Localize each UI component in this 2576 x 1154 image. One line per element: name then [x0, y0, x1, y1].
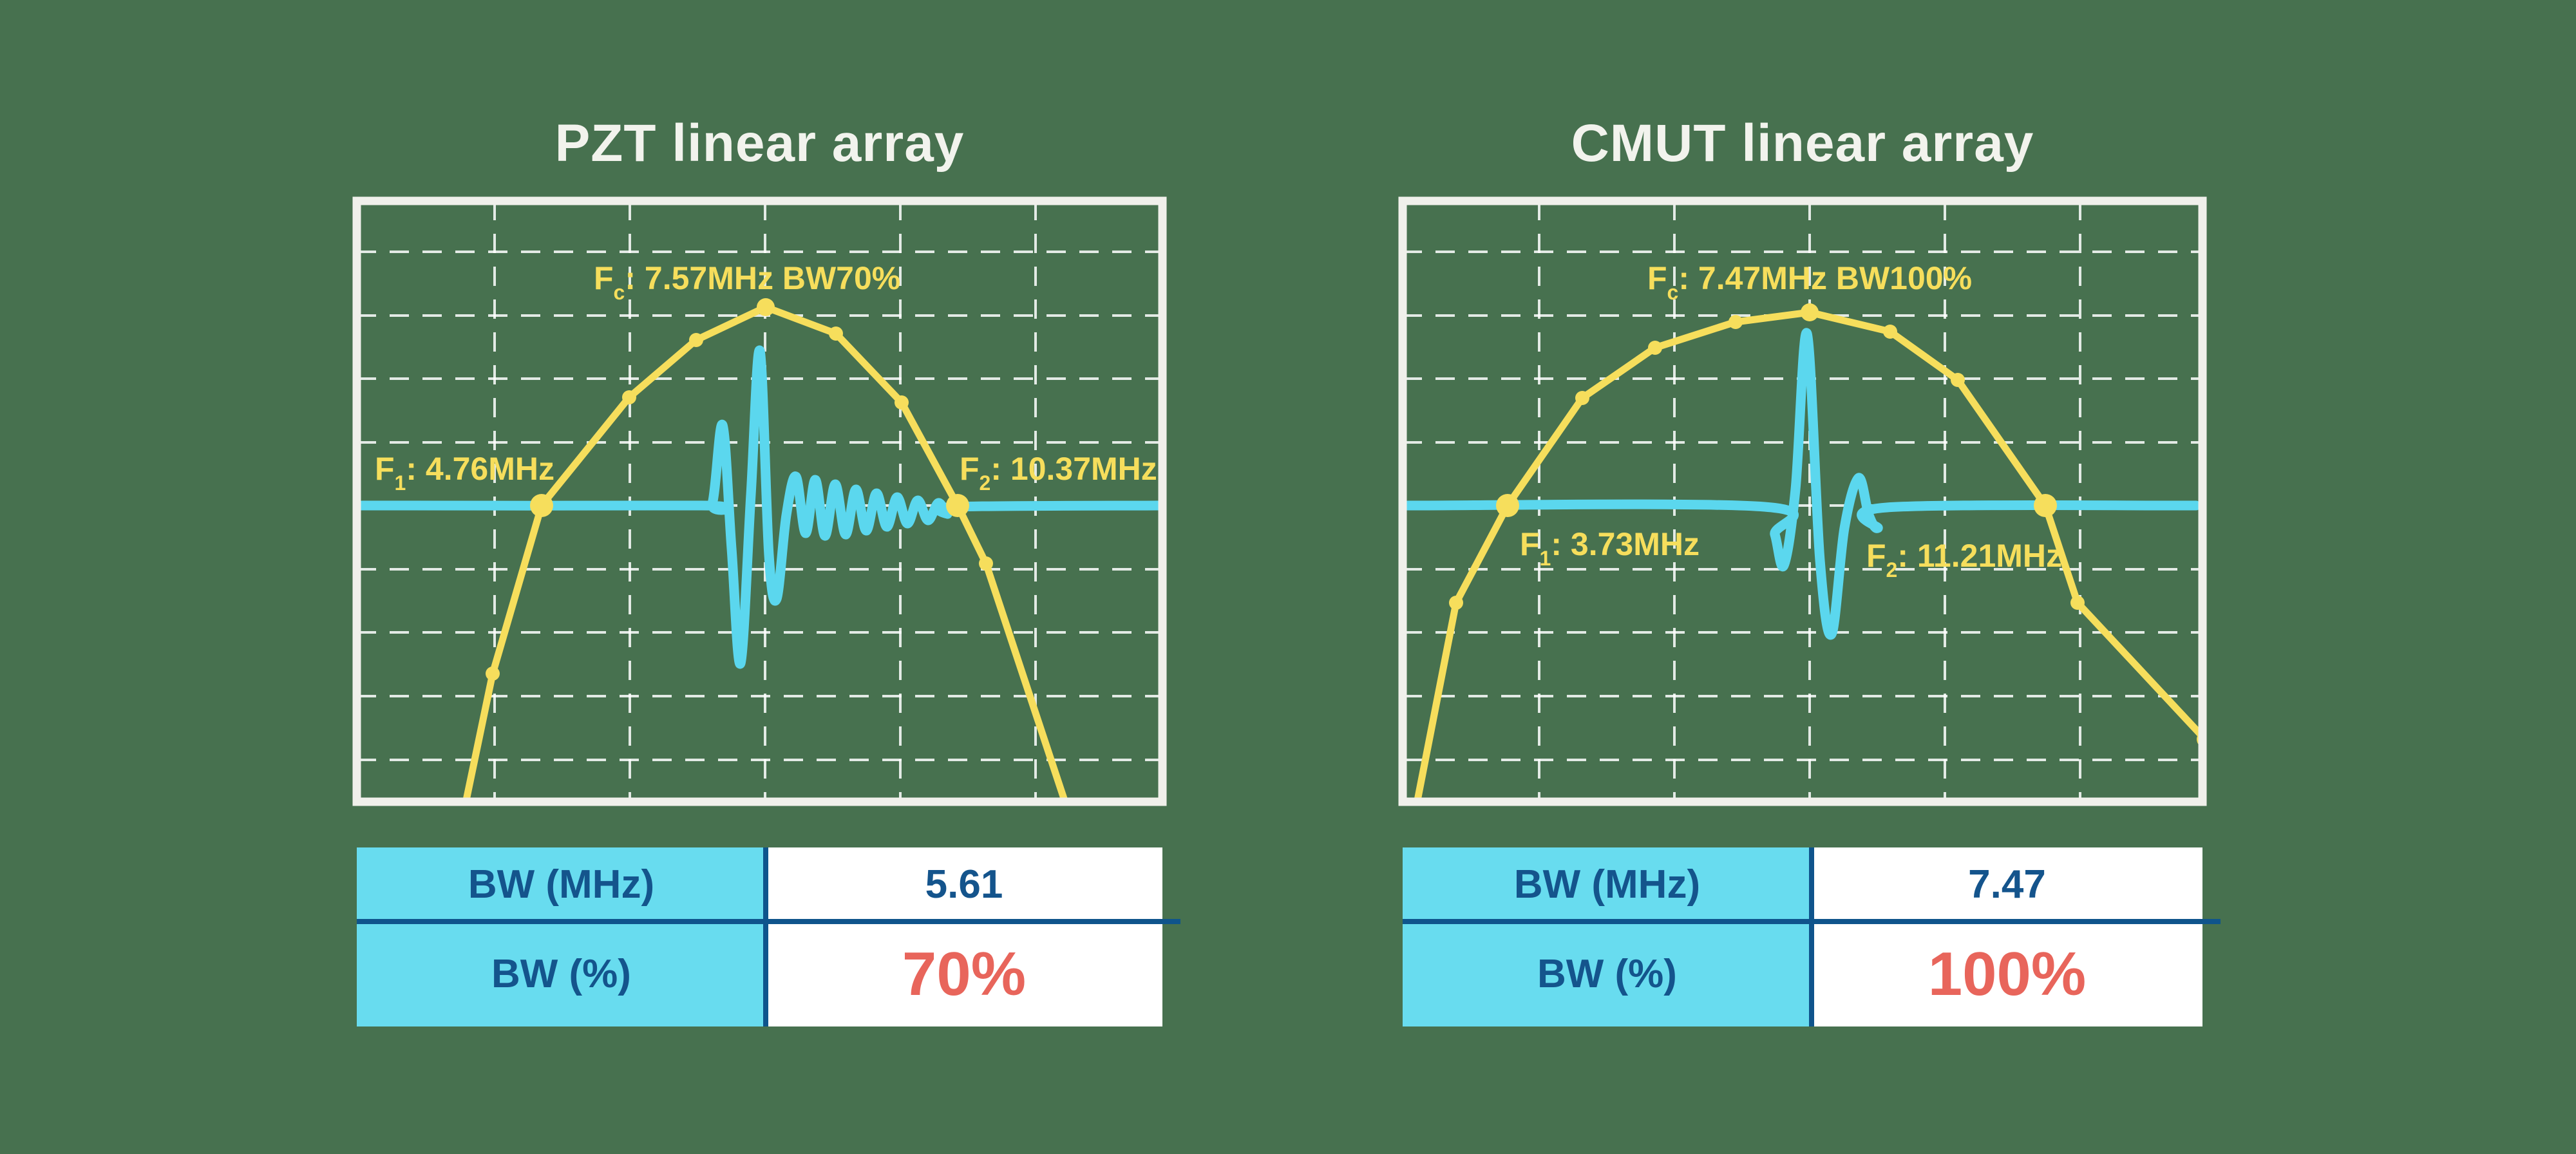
table-row-divider	[357, 919, 1180, 924]
annotation-pzt-center-frequency: Fc: 7.57MHz BW70%	[594, 260, 901, 304]
bw-table-cmut: BW (MHz) 7.47 BW (%) 100%	[1403, 847, 2221, 1026]
chart-title-cmut-text: CMUT linear array	[1571, 114, 2034, 173]
chart-plot-area	[361, 205, 1159, 798]
table-row: BW (MHz) 7.47	[1403, 847, 2202, 922]
spectrum-markers	[1449, 303, 2199, 745]
table-row: BW (%) 70%	[357, 922, 1162, 1026]
frequency-spectrum-curve	[1414, 308, 2199, 798]
annotation-cmut-center-frequency: Fc: 7.47MHz BW100%	[1647, 260, 1973, 304]
bw-mhz-label-cell: BW (MHz)	[1403, 847, 1812, 922]
table-row: BW (MHz) 5.61	[357, 847, 1162, 922]
bw-pct-value-cell: 100%	[1812, 922, 2202, 1026]
chart-plot-area	[1406, 205, 2199, 798]
bw-pct-label-cell: BW (%)	[1403, 922, 1812, 1026]
bw-mhz-label-cell: BW (MHz)	[357, 847, 766, 922]
annotation-pzt-low-frequency: F1: 4.76MHz	[375, 451, 554, 495]
pulse-echo-waveform	[1406, 328, 2199, 640]
spectrum-markers	[486, 298, 993, 681]
chart-title-pzt: PZT linear array	[357, 108, 1162, 179]
table-column-divider	[763, 847, 768, 1026]
chart-border	[1398, 196, 2207, 806]
bw-mhz-value-cell: 5.61	[766, 847, 1162, 922]
pulse-echo-waveform	[361, 345, 1159, 669]
table-row: BW (%) 100%	[1403, 922, 2202, 1026]
table-column-divider	[1809, 847, 1814, 1026]
annotation-cmut-low-frequency: F1: 3.73MHz	[1520, 526, 1700, 570]
bw-table-pzt: BW (MHz) 5.61 BW (%) 70%	[357, 847, 1180, 1026]
bw-pct-value-cell: 70%	[766, 922, 1162, 1026]
chart-title-cmut: CMUT linear array	[1403, 108, 2202, 179]
annotation-cmut-high-frequency: F2: 11.21MHz	[1866, 538, 2063, 582]
bw-pct-label-cell: BW (%)	[357, 922, 766, 1026]
chart-border	[352, 196, 1167, 806]
table-row-divider	[1403, 919, 2221, 924]
bw-mhz-value-cell: 7.47	[1812, 847, 2202, 922]
chart-title-pzt-text: PZT linear array	[554, 114, 965, 173]
annotation-pzt-high-frequency: F2: 10.37MHz	[960, 451, 1157, 495]
